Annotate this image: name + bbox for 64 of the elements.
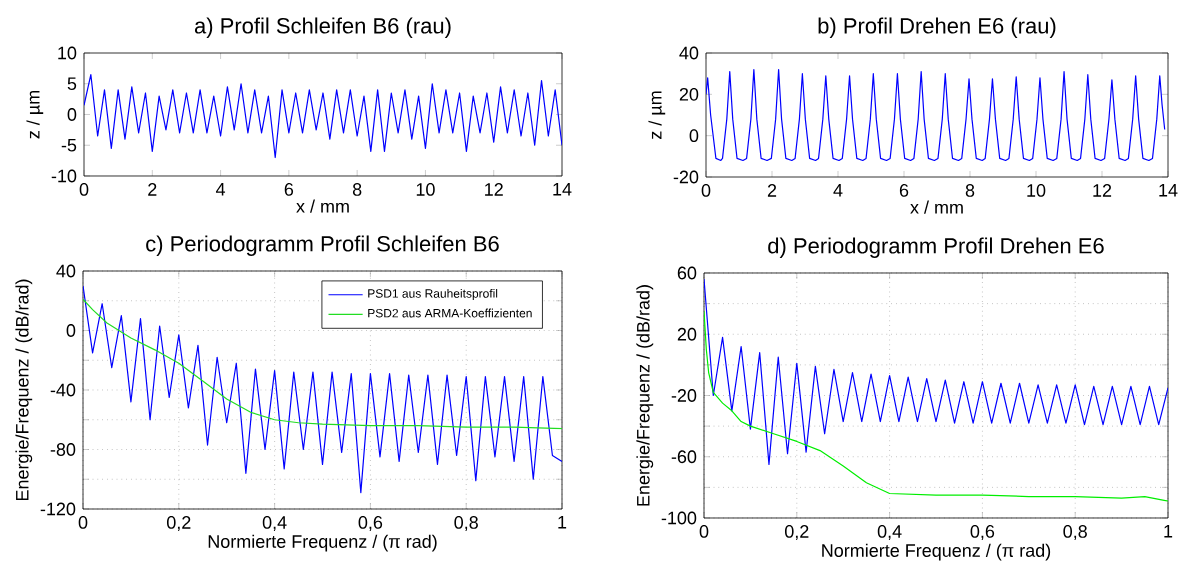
y-axis-title: Energie/Frequenz / (dB/rad): [636, 285, 654, 506]
x-tick-label: 0: [79, 183, 89, 196]
x-tick-label: 0,6: [358, 516, 383, 531]
x-tick-label: 14: [1159, 184, 1178, 197]
x-tick-label: 0,4: [877, 525, 902, 540]
y-axis-title: z / µm: [26, 90, 44, 139]
y-tick-label: 0: [66, 324, 76, 337]
x-tick-label: 12: [1093, 184, 1112, 197]
y-tick-label: 0: [689, 129, 699, 142]
chart-title: b) Profil Drehen E6 (rau): [818, 17, 1056, 38]
x-axis-title: x / mm: [910, 200, 963, 214]
y-tick-label: 10: [58, 46, 77, 60]
y-tick-label: -40: [50, 383, 76, 397]
x-axis-title: Normierte Frequenz / (π rad): [822, 543, 1051, 561]
y-tick-label: -20: [673, 170, 699, 184]
x-tick-label: 0,8: [454, 516, 478, 531]
y-tick-label: -100: [661, 511, 697, 525]
chart-title: d) Periodogramm Profil Drehen E6: [768, 237, 1104, 258]
x-tick-label: 10: [416, 183, 435, 196]
x-tick-label: 8: [352, 183, 362, 196]
y-tick-label: -20: [671, 389, 697, 402]
y-tick-label: -10: [51, 169, 77, 183]
x-tick-label: 2: [148, 183, 157, 196]
x-tick-label: 8: [965, 184, 975, 197]
y-tick-label: 20: [679, 87, 699, 101]
chart-title: c) Periodogramm Profil Schleifen B6: [146, 235, 499, 256]
x-tick-label: 6: [899, 184, 909, 197]
y-tick-label: 0: [67, 108, 77, 121]
x-tick-label: 0,6: [970, 525, 995, 540]
y-tick-label: -80: [50, 443, 76, 456]
legend-label: PSD2 aus ARMA-Koeffizienten: [368, 308, 532, 318]
y-tick-label: 20: [677, 327, 697, 341]
x-tick-label: 6: [284, 183, 294, 196]
line-series: [84, 73, 563, 159]
y-tick-label: 40: [679, 46, 699, 60]
y-tick-label: 5: [67, 77, 77, 90]
x-tick-label: 0,2: [784, 525, 809, 540]
x-tick-label: 12: [485, 183, 503, 196]
line-series: [706, 68, 1166, 162]
y-axis-title: Energie/Frequenz / (dB/rad): [15, 279, 33, 501]
y-tick-label: 60: [677, 266, 697, 280]
x-axis-title: x / mm: [296, 199, 349, 213]
x-tick-label: 10: [1027, 184, 1046, 197]
x-tick-label: 0,4: [262, 516, 287, 531]
y-axis-title: z / µm: [648, 91, 666, 139]
y-tick-label: 40: [56, 264, 76, 278]
x-tick-label: 1: [558, 516, 567, 529]
x-axis-title: Normierte Frequenz / (π rad): [208, 534, 437, 552]
x-tick-label: 0: [699, 525, 709, 538]
line-series: [83, 298, 563, 430]
y-tick-label: -120: [40, 502, 76, 516]
legend-label: PSD1 aus Rauheitsprofil: [368, 288, 498, 301]
y-tick-label: -5: [61, 138, 77, 152]
chart-title: a) Profil Schleifen B6 (rau): [194, 17, 451, 38]
x-tick-label: 0,8: [1063, 525, 1087, 540]
x-tick-label: 1: [1164, 525, 1173, 538]
x-tick-label: 0: [78, 516, 88, 529]
x-tick-label: 0,2: [166, 516, 191, 531]
y-tick-label: -60: [671, 450, 697, 464]
x-tick-label: 4: [215, 183, 226, 196]
x-tick-label: 4: [833, 184, 843, 197]
x-tick-label: 14: [553, 183, 572, 196]
x-tick-label: 2: [767, 184, 777, 197]
x-tick-label: 0: [701, 184, 711, 197]
